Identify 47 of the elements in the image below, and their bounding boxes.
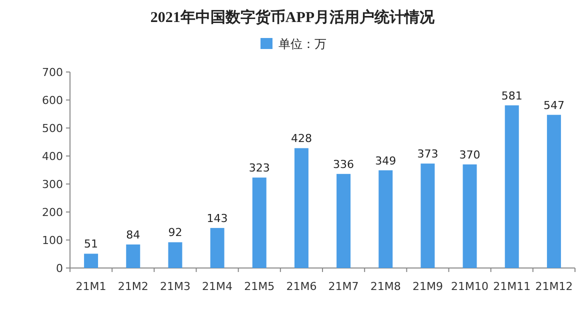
x-tick-label: 21M5	[244, 280, 275, 293]
bar	[420, 164, 435, 268]
data-label: 323	[248, 162, 270, 175]
y-tick-label: 700	[42, 66, 63, 79]
x-tick-label: 21M4	[202, 280, 233, 293]
y-tick-label: 600	[42, 94, 63, 107]
x-tick-label: 21M10	[451, 280, 489, 293]
data-label: 428	[290, 132, 312, 146]
bar	[168, 242, 182, 268]
data-label: 92	[168, 226, 182, 240]
bar	[252, 178, 266, 268]
data-label: 581	[501, 89, 522, 102]
bar	[84, 254, 98, 268]
chart-title: 2021年中国数字货币APP月活用户统计情况	[150, 8, 436, 26]
y-tick-label: 200	[42, 206, 63, 219]
bar	[504, 105, 519, 268]
bar	[210, 228, 224, 268]
x-tick-label: 21M2	[118, 280, 148, 293]
bar	[294, 148, 308, 268]
x-tick-label: 21M6	[286, 280, 317, 293]
x-tick-label: 21M3	[160, 280, 190, 293]
x-tick-label: 21M12	[535, 280, 573, 293]
data-label: 51	[84, 238, 98, 251]
bar	[126, 244, 140, 268]
y-tick-label: 400	[42, 150, 63, 163]
data-label: 373	[417, 148, 438, 161]
y-tick-label: 300	[42, 178, 63, 191]
x-tick-label: 21M1	[76, 280, 106, 293]
bar	[462, 164, 477, 268]
y-tick-label: 100	[42, 234, 63, 247]
data-label: 84	[126, 228, 140, 242]
legend: 单位：万	[260, 37, 326, 51]
data-label: 349	[375, 154, 396, 168]
x-tick-label: 21M7	[328, 280, 359, 293]
x-tick-label: 21M8	[370, 280, 401, 293]
data-label: 547	[543, 98, 564, 112]
bar	[378, 170, 393, 268]
data-label: 336	[333, 158, 354, 171]
y-tick-label: 0	[56, 262, 63, 275]
data-label: 370	[459, 148, 480, 162]
bar	[336, 174, 351, 268]
y-tick-label: 500	[42, 122, 63, 135]
data-label: 143	[206, 212, 228, 225]
x-tick-label: 21M11	[493, 280, 531, 293]
bar	[546, 114, 561, 268]
x-tick-label: 21M9	[412, 280, 443, 293]
legend-label: 单位：万	[278, 37, 326, 51]
